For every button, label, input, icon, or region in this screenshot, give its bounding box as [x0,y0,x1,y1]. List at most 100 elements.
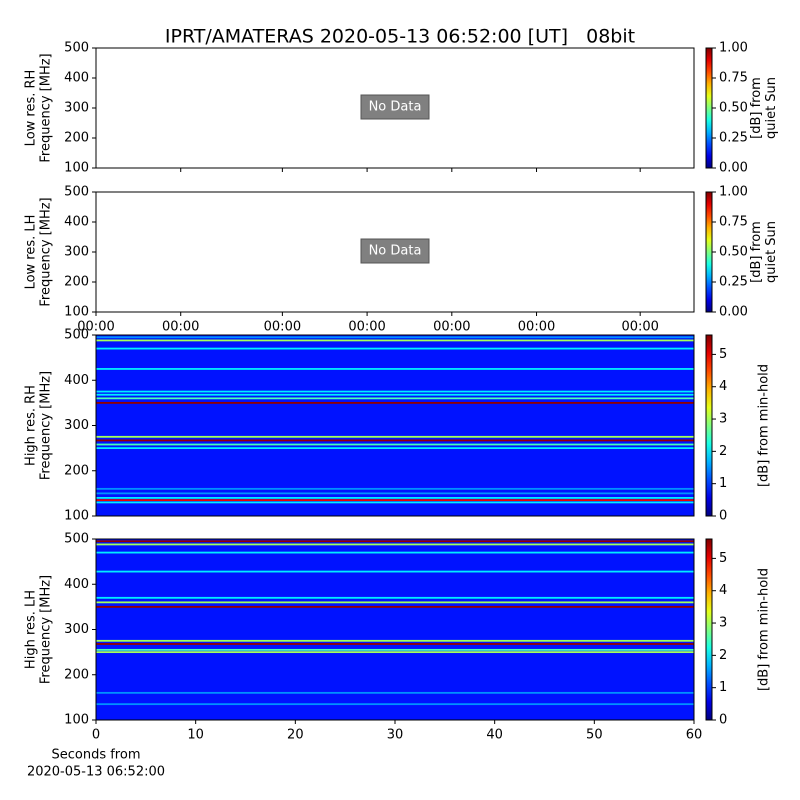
y-tick-label: 300 [64,622,89,637]
emission-band [96,339,694,342]
emission-band [96,648,694,651]
y-tick-label: 500 [64,41,89,56]
x-tick-label: 30 [387,728,404,743]
y-tick-label: 400 [64,71,89,86]
emission-band [96,439,694,442]
y-axis-label: Frequency [MHz] [39,197,54,306]
emission-band [96,543,694,546]
emission-band [96,651,694,654]
colorbar-tick-label: 2 [719,444,727,459]
colorbar-tick-label: 5 [719,347,727,362]
x-tick-label: 0 [92,728,100,743]
colorbar-tick-label: 1 [719,680,727,695]
colorbar-tick-label: 4 [719,379,727,394]
colorbar-label: quiet Sun [764,77,779,139]
colorbar-tick-label: 0.75 [719,71,748,86]
y-tick-label: 400 [64,373,89,388]
y-tick-label: 500 [64,185,89,200]
colorbar-label: [dB] from [749,221,764,283]
colorbar-tick-label: 0.50 [719,245,748,260]
y-axis-label: High res. RH [24,385,39,466]
emission-band [96,347,694,350]
y-axis-label: Low res. RH [24,70,39,147]
colorbar [705,191,713,313]
colorbar-tick-label: 1.00 [719,185,748,200]
colorbar-tick-label: 3 [719,412,727,427]
colorbar-label: [dB] from min-hold [757,364,772,487]
y-axis-label: High res. LH [24,590,39,669]
emission-band [96,570,694,573]
emission-band [96,605,694,608]
colorbar-tick-label: 0 [719,509,727,524]
emission-band [96,496,694,499]
emission-band [96,643,694,645]
y-tick-label: 100 [64,305,89,320]
x-tick-label: 00:00 [621,320,658,335]
no-data-box [360,238,430,264]
y-tick-label: 500 [64,328,89,343]
y-tick-label: 300 [64,418,89,433]
emission-band [96,487,694,490]
x-tick-label: 00:00 [348,320,385,335]
x-tick-label: 00:00 [518,320,555,335]
y-axis-label: Frequency [MHz] [39,575,54,684]
y-tick-label: 200 [64,275,89,290]
colorbar-tick-label: 1 [719,476,727,491]
colorbar-tick-label: 0.00 [719,305,748,320]
x-axis-label: 2020-05-13 06:52:00 [27,765,165,780]
annotation: No Data [369,100,422,115]
y-tick-label: 200 [64,667,89,682]
y-tick-label: 100 [64,161,89,176]
emission-band [96,390,694,393]
emission-band [96,703,694,706]
y-axis-label: Frequency [MHz] [39,371,54,480]
x-tick-label: 00:00 [433,320,470,335]
x-tick-label: 40 [486,728,503,743]
x-tick-label: 20 [287,728,304,743]
emission-band [96,501,694,504]
colorbar-tick-label: 0.00 [719,161,748,176]
emission-band [96,596,694,599]
emission-band [96,540,694,543]
x-tick-label: 50 [586,728,603,743]
emission-band [96,447,694,450]
heatmap-background [96,539,694,720]
x-axis-label: Seconds from [51,748,140,763]
emission-band [96,336,694,339]
emission-band [96,691,694,694]
emission-band [96,397,694,400]
emission-band [96,368,694,370]
emission-band [96,435,694,438]
y-tick-label: 400 [64,577,89,592]
figure-title: IPRT/AMATERAS 2020-05-13 06:52:00 [UT] 0… [165,26,635,48]
y-tick-label: 100 [64,713,89,728]
y-tick-label: 500 [64,532,89,547]
colorbar-tick-label: 0 [719,713,727,728]
y-tick-label: 300 [64,101,89,116]
colorbar-tick-label: 0.50 [719,101,748,116]
y-tick-label: 200 [64,463,89,478]
emission-band [96,639,694,642]
colorbar [705,538,713,721]
emission-band [96,393,694,396]
x-tick-label: 00:00 [77,320,114,335]
no-data-box [360,94,430,120]
colorbar-tick-label: 2 [719,648,727,663]
y-tick-label: 200 [64,131,89,146]
colorbar-label: quiet Sun [764,221,779,283]
colorbar-tick-label: 4 [719,583,727,598]
y-tick-label: 100 [64,509,89,524]
heatmap-background [96,335,694,516]
x-tick-label: 00:00 [162,320,199,335]
annotation: No Data [369,244,422,259]
emission-band [96,601,694,604]
colorbar-tick-label: 0.75 [719,215,748,230]
colorbar-label: [dB] from [749,77,764,139]
colorbar-tick-label: 5 [719,551,727,566]
colorbar-tick-label: 0.25 [719,131,748,146]
y-axis-label: Frequency [MHz] [39,53,54,162]
colorbar [705,47,713,169]
x-tick-label: 10 [187,728,204,743]
emission-band [96,492,694,495]
